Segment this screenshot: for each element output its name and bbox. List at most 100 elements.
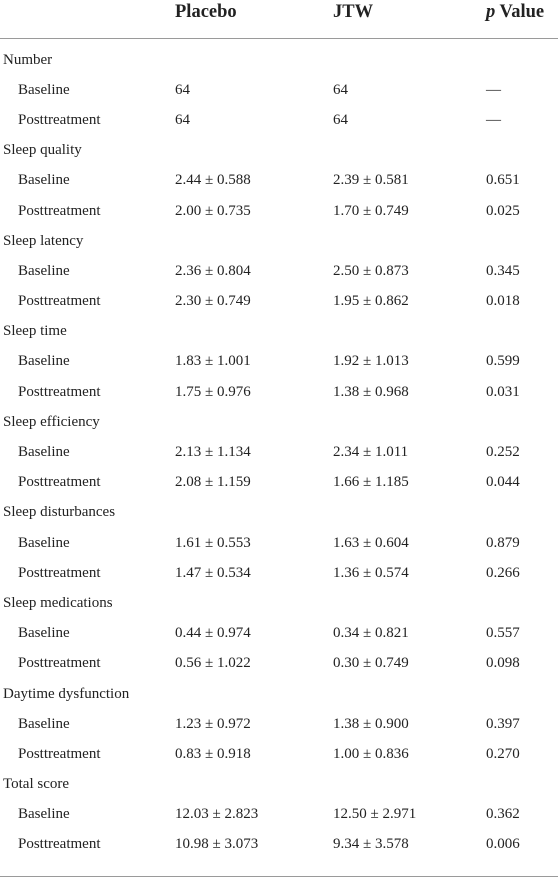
p-value: 0.025 xyxy=(486,202,520,219)
placebo-value: 64 xyxy=(175,81,190,98)
group-label: Number xyxy=(3,51,53,68)
jtw-value: 1.66 ± 1.185 xyxy=(333,474,409,491)
table-header: Placebo JTW p Value xyxy=(0,0,558,39)
jtw-value: 2.39 ± 0.581 xyxy=(333,172,409,189)
group-label: Sleep efficiency xyxy=(3,413,100,430)
table-row: Posttreatment 1.47 ± 0.534 1.36 ± 0.574 0.2… xyxy=(0,558,558,588)
table-row: Baseline 1.23 ± 0.972 1.38 ± 0.900 0.397 xyxy=(0,709,558,739)
jtw-value: 0.30 ± 0.749 xyxy=(333,655,409,672)
header-jtw: JTW xyxy=(330,0,482,39)
header-p-value: p Value xyxy=(482,0,558,39)
placebo-value: 0.56 ± 1.022 xyxy=(175,655,251,672)
group-label: Sleep time xyxy=(3,323,67,340)
group-row: Sleep quality xyxy=(0,136,558,166)
jtw-value: 64 xyxy=(333,111,348,128)
group-row: Number xyxy=(0,39,558,76)
table-row: Posttreatment 64 64 — xyxy=(0,105,558,135)
jtw-value: 9.34 ± 3.578 xyxy=(333,836,409,853)
group-row: Total score xyxy=(0,770,558,800)
p-value: 0.098 xyxy=(486,655,520,672)
table-row: Baseline 0.44 ± 0.974 0.34 ± 0.821 0.557 xyxy=(0,619,558,649)
placebo-value: 2.30 ± 0.749 xyxy=(175,293,251,310)
placebo-value: 0.44 ± 0.974 xyxy=(175,625,251,642)
p-value: 0.651 xyxy=(486,172,520,189)
placebo-value: 1.61 ± 0.553 xyxy=(175,534,251,551)
p-value: 0.879 xyxy=(486,534,520,551)
group-label: Daytime dysfunction xyxy=(3,685,130,702)
placebo-value: 1.83 ± 1.001 xyxy=(175,353,251,370)
group-label: Sleep quality xyxy=(3,142,82,159)
table-row: Posttreatment 2.00 ± 0.735 1.70 ± 0.749 0.0… xyxy=(0,196,558,226)
jtw-value: 1.38 ± 0.968 xyxy=(333,383,409,400)
p-value: 0.557 xyxy=(486,625,520,642)
placebo-value: 10.98 ± 3.073 xyxy=(175,836,259,853)
jtw-value: 2.34 ± 1.011 xyxy=(333,444,409,461)
group-label: Sleep latency xyxy=(3,232,84,249)
p-value: 0.266 xyxy=(486,564,520,581)
row-label: Baseline xyxy=(18,715,70,732)
jtw-value: 1.95 ± 0.862 xyxy=(333,293,409,310)
table-row: Posttreatment 1.75 ± 0.976 1.38 ± 0.968 0.0… xyxy=(0,377,558,407)
group-label: Total score xyxy=(3,776,70,793)
table-row: Baseline 2.44 ± 0.588 2.39 ± 0.581 0.651 xyxy=(0,166,558,196)
placebo-value: 1.75 ± 0.976 xyxy=(175,383,251,400)
p-value: 0.270 xyxy=(486,745,520,762)
table-row: Baseline 2.13 ± 1.134 2.34 ± 1.011 0.252 xyxy=(0,437,558,467)
row-label: Posttreatment xyxy=(18,474,101,491)
table-row: Baseline 2.36 ± 0.804 2.50 ± 0.873 0.345 xyxy=(0,256,558,286)
jtw-value: 1.63 ± 0.604 xyxy=(333,534,409,551)
p-value: 0.362 xyxy=(486,806,520,823)
placebo-value: 2.44 ± 0.588 xyxy=(175,172,251,189)
p-value: 0.006 xyxy=(486,836,520,853)
group-label: Sleep disturbances xyxy=(3,504,116,521)
row-label: Posttreatment xyxy=(18,655,101,672)
group-row: Sleep medications xyxy=(0,588,558,618)
p-value: 0.031 xyxy=(486,383,520,400)
bottom-rule xyxy=(0,876,558,877)
header-row: Placebo JTW p Value xyxy=(0,0,558,39)
row-label: Baseline xyxy=(18,534,70,551)
placebo-value: 0.83 ± 0.918 xyxy=(175,745,251,762)
row-label: Baseline xyxy=(18,262,70,279)
jtw-value: 1.92 ± 1.013 xyxy=(333,353,409,370)
row-label: Baseline xyxy=(18,353,70,370)
group-row: Sleep latency xyxy=(0,226,558,256)
table-row: Posttreatment 10.98 ± 3.073 9.34 ± 3.578 0.… xyxy=(0,830,558,860)
header-p-rest: Value xyxy=(495,2,545,22)
placebo-value: 2.36 ± 0.804 xyxy=(175,262,251,279)
row-label: Posttreatment xyxy=(18,111,101,128)
placebo-value: 64 xyxy=(175,111,190,128)
row-label: Posttreatment xyxy=(18,836,101,853)
row-label: Baseline xyxy=(18,81,70,98)
table-body: Number Baseline 64 64 — Posttreatment 64 64 — Sle… xyxy=(0,39,558,861)
jtw-value: 2.50 ± 0.873 xyxy=(333,262,409,279)
placebo-value: 2.00 ± 0.735 xyxy=(175,202,251,219)
jtw-value: 1.70 ± 0.749 xyxy=(333,202,409,219)
table-row: Posttreatment 0.56 ± 1.022 0.30 ± 0.749 0.0… xyxy=(0,649,558,679)
header-empty xyxy=(0,0,172,39)
table-row: Baseline 1.61 ± 0.553 1.63 ± 0.604 0.879 xyxy=(0,528,558,558)
group-label: Sleep medications xyxy=(3,594,113,611)
p-value: 0.397 xyxy=(486,715,520,732)
jtw-value: 0.34 ± 0.821 xyxy=(333,625,409,642)
table-row: Posttreatment 0.83 ± 0.918 1.00 ± 0.836 0.2… xyxy=(0,739,558,769)
p-value: 0.018 xyxy=(486,293,520,310)
placebo-value: 2.08 ± 1.159 xyxy=(175,474,251,491)
row-label: Baseline xyxy=(18,444,70,461)
placebo-value: 1.23 ± 0.972 xyxy=(175,715,251,732)
group-row: Daytime dysfunction xyxy=(0,679,558,709)
header-placebo: Placebo xyxy=(172,0,330,39)
row-label: Posttreatment xyxy=(18,383,101,400)
table-row: Posttreatment 2.30 ± 0.749 1.95 ± 0.862 0.0… xyxy=(0,287,558,317)
table-row: Baseline 12.03 ± 2.823 12.50 ± 2.971 0.362 xyxy=(0,800,558,830)
table-row: Baseline 1.83 ± 1.001 1.92 ± 1.013 0.599 xyxy=(0,347,558,377)
p-value: 0.345 xyxy=(486,262,520,279)
p-value: 0.599 xyxy=(486,353,520,370)
group-row: Sleep efficiency xyxy=(0,407,558,437)
row-label: Posttreatment xyxy=(18,293,101,310)
jtw-value: 1.38 ± 0.900 xyxy=(333,715,409,732)
row-label: Baseline xyxy=(18,172,70,189)
p-value: — xyxy=(486,111,501,128)
placebo-value: 2.13 ± 1.134 xyxy=(175,444,251,461)
